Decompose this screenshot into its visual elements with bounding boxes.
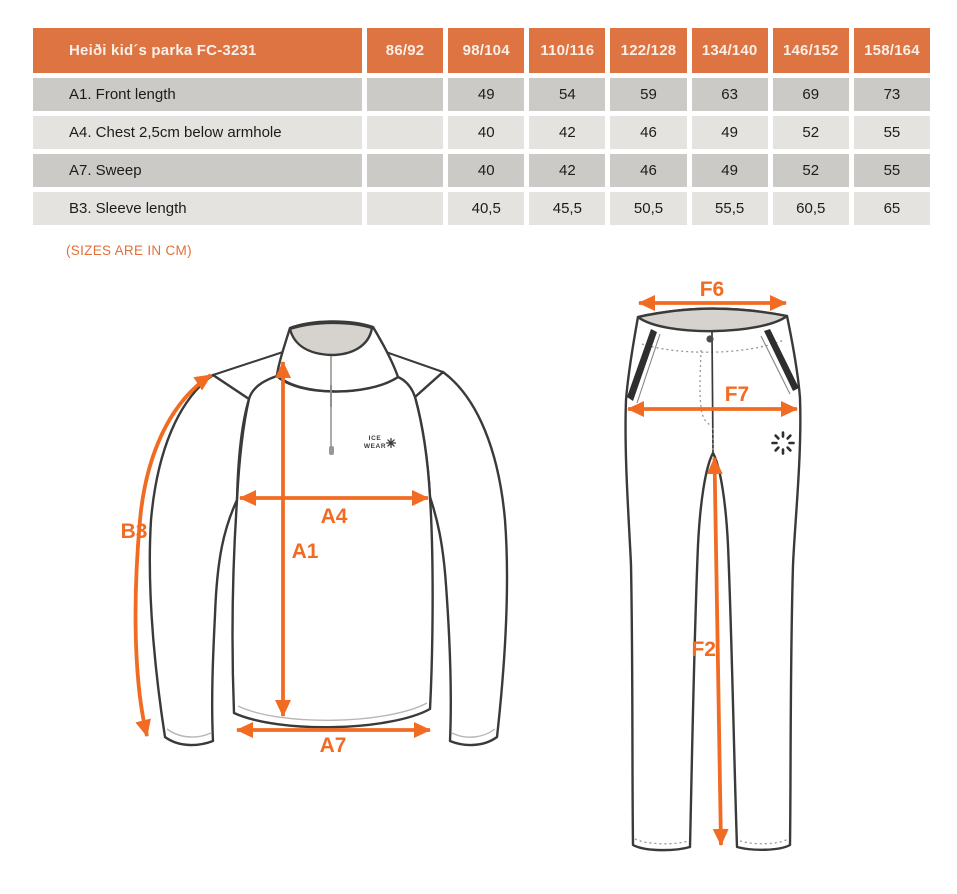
size-column-header: 158/164 xyxy=(853,28,930,73)
pants-diagram: F6 F7 F2 xyxy=(624,278,802,852)
size-value-cell xyxy=(367,116,444,149)
size-value-cell: 73 xyxy=(853,78,930,111)
size-value-cell: 54 xyxy=(529,78,606,111)
icewear-logo: ICE WEAR xyxy=(364,435,397,450)
logo-text-line1: ICE xyxy=(369,435,382,442)
measurement-row-label: A4. Chest 2,5cm below armhole xyxy=(33,116,362,149)
sweater-body xyxy=(231,374,434,729)
sizes-unit-note: (SIZES ARE IN CM) xyxy=(66,243,192,258)
measurement-diagrams: ICE WEAR A4 A1 A7 B3 xyxy=(121,278,802,852)
size-value-cell: 40,5 xyxy=(448,192,525,225)
sweater-diagram: ICE WEAR A4 A1 A7 B3 xyxy=(121,320,509,757)
measure-label-a4: A4 xyxy=(321,505,348,528)
left-pocket-inner-line xyxy=(636,333,661,404)
size-value-cell xyxy=(367,192,444,225)
size-value-cell: 46 xyxy=(610,154,687,187)
measure-label-a1: A1 xyxy=(292,540,319,563)
size-value-cell: 69 xyxy=(772,78,849,111)
size-chart-table: Heiði kid´s parka FC-3231 86/92 98/104 1… xyxy=(33,28,930,225)
logo-text-line2: WEAR xyxy=(364,443,386,450)
size-value-cell: 49 xyxy=(691,116,768,149)
measure-label-f2: F2 xyxy=(691,638,716,661)
measure-label-f7: F7 xyxy=(725,383,750,406)
zipper-pull xyxy=(329,446,334,455)
logo-snowflake-icon xyxy=(385,437,397,449)
size-value-cell: 49 xyxy=(448,78,525,111)
size-column-header: 86/92 xyxy=(367,28,444,73)
waist-button xyxy=(706,335,714,343)
size-value-cell xyxy=(367,154,444,187)
size-value-cell: 52 xyxy=(772,154,849,187)
size-value-cell xyxy=(367,78,444,111)
size-value-cell: 40 xyxy=(448,154,525,187)
left-shoulder-seam xyxy=(212,351,284,400)
right-hem-stitching xyxy=(739,838,789,845)
size-value-cell: 59 xyxy=(610,78,687,111)
size-value-cell: 49 xyxy=(691,154,768,187)
size-value-cell: 52 xyxy=(772,116,849,149)
right-pocket-opening xyxy=(764,329,799,391)
size-column-header: 134/140 xyxy=(691,28,768,73)
measurement-row-label: B3. Sleeve length xyxy=(33,192,362,225)
hem-stitching xyxy=(237,702,428,722)
size-value-cell: 55 xyxy=(853,116,930,149)
right-shoulder-seam xyxy=(379,349,444,398)
size-column-header: 146/152 xyxy=(772,28,849,73)
measure-arrow-b3 xyxy=(133,373,213,737)
size-value-cell: 55,5 xyxy=(691,192,768,225)
size-value-cell: 45,5 xyxy=(529,192,606,225)
measurement-row-label: A1. Front length xyxy=(33,78,362,111)
hip-snowflake-icon xyxy=(771,431,795,455)
left-hem-stitching xyxy=(634,838,689,845)
fly-stitching xyxy=(699,349,713,427)
front-rise-seam xyxy=(711,331,714,453)
measurement-row-label: A7. Sweep xyxy=(33,154,362,187)
measure-label-a7: A7 xyxy=(320,734,347,757)
size-value-cell: 42 xyxy=(529,116,606,149)
left-pocket-opening xyxy=(627,329,657,401)
size-column-header: 122/128 xyxy=(610,28,687,73)
size-value-cell: 65 xyxy=(853,192,930,225)
right-pocket-inner-line xyxy=(760,335,791,395)
size-column-header: 98/104 xyxy=(448,28,525,73)
measure-label-b3: B3 xyxy=(121,520,148,543)
size-value-cell: 40 xyxy=(448,116,525,149)
size-value-cell: 46 xyxy=(610,116,687,149)
table-title: Heiði kid´s parka FC-3231 xyxy=(33,28,362,73)
size-column-header: 110/116 xyxy=(529,28,606,73)
measure-label-f6: F6 xyxy=(700,278,725,301)
collar-inner-gray xyxy=(288,321,374,357)
measure-arrow-f2 xyxy=(706,457,729,846)
right-cuff-stitching xyxy=(451,728,496,738)
size-value-cell: 60,5 xyxy=(772,192,849,225)
size-value-cell: 42 xyxy=(529,154,606,187)
size-value-cell: 50,5 xyxy=(610,192,687,225)
size-value-cell: 63 xyxy=(691,78,768,111)
size-value-cell: 55 xyxy=(853,154,930,187)
